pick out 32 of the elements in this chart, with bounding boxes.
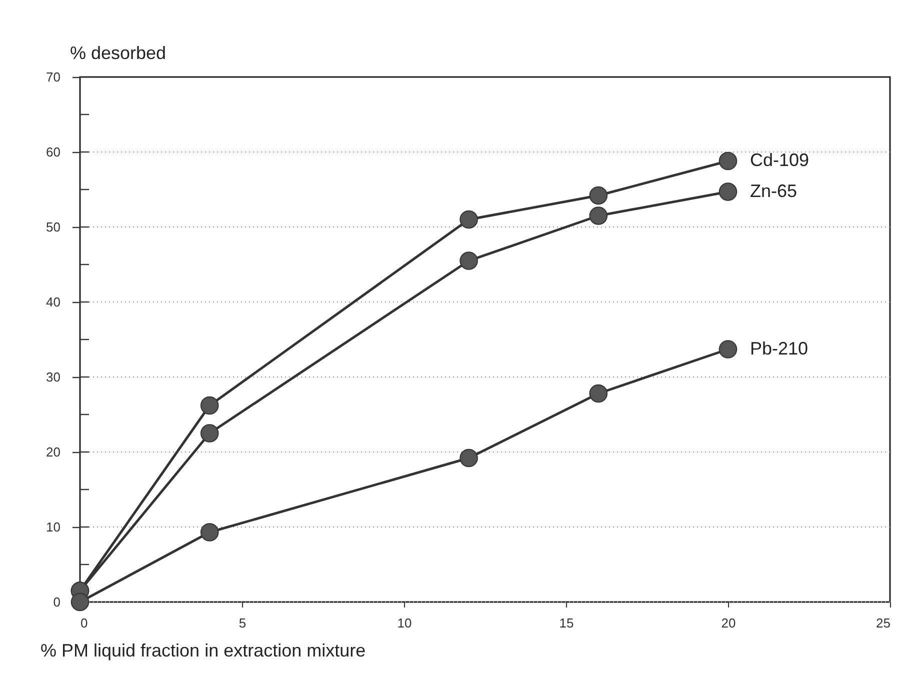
x-axis-title: % PM liquid fraction in extraction mixture xyxy=(40,640,366,660)
x-tick-label: 20 xyxy=(721,616,736,630)
x-tick-label: 15 xyxy=(559,616,574,630)
point xyxy=(718,182,738,201)
series-label: Cd-109 xyxy=(750,150,810,170)
point xyxy=(70,592,90,612)
y-tick-label: 40 xyxy=(46,294,60,310)
series-label: Zn-65 xyxy=(750,180,798,201)
point xyxy=(460,252,478,270)
y-tick-label: 70 xyxy=(46,70,60,84)
y-tick-label: 20 xyxy=(46,444,60,460)
point xyxy=(589,186,608,205)
point xyxy=(200,424,219,442)
y-tick-label: 50 xyxy=(46,220,60,234)
y-tick-label: 0 xyxy=(53,594,60,610)
x-tick-label: 0 xyxy=(80,616,88,630)
point xyxy=(200,523,219,542)
x-tick-label: 10 xyxy=(397,616,412,630)
point xyxy=(460,210,478,229)
y-axis-title: % desorbed xyxy=(70,43,166,63)
point xyxy=(589,384,608,403)
series-label: Pb-210 xyxy=(750,338,808,358)
point xyxy=(718,340,738,358)
x-tick-label: 5 xyxy=(238,616,246,630)
point xyxy=(200,396,219,415)
x-tick-label: 25 xyxy=(876,616,890,630)
y-tick-label: 60 xyxy=(46,144,60,160)
point xyxy=(460,448,478,468)
y-tick-label: 30 xyxy=(46,370,60,384)
y-tick-label: 10 xyxy=(46,520,60,534)
point xyxy=(718,152,738,170)
point xyxy=(589,206,608,225)
